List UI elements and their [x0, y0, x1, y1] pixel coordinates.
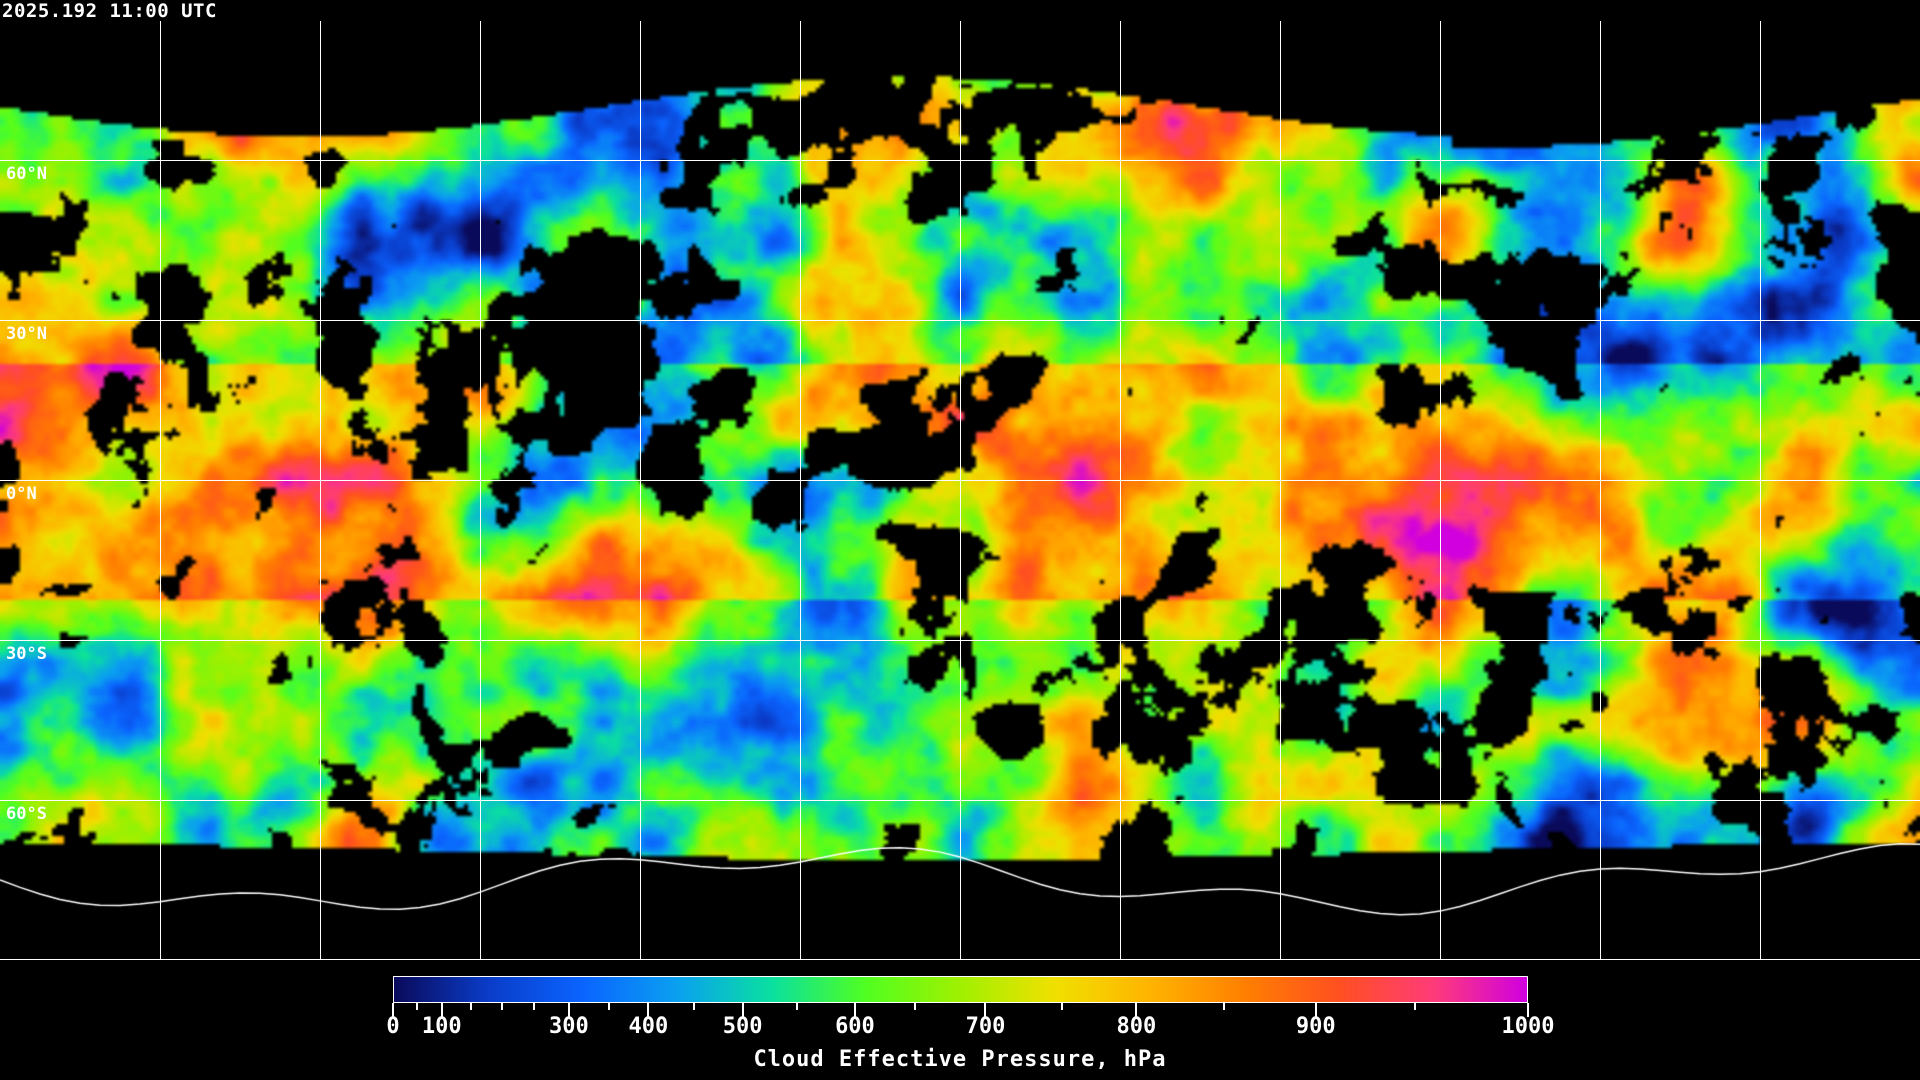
tick-label: 500: [722, 1014, 763, 1039]
minor-tick: [415, 1003, 418, 1010]
major-tick: [1314, 1003, 1317, 1017]
longitude-gridline: [1120, 21, 1121, 960]
longitude-gridline: [1600, 21, 1601, 960]
major-tick: [984, 1003, 987, 1017]
colorbar: [393, 976, 1528, 1003]
minor-tick: [914, 1003, 917, 1010]
longitude-gridline: [480, 21, 481, 960]
major-tick: [853, 1003, 856, 1017]
latitude-gridline: [0, 160, 1920, 161]
longitude-gridline: [640, 21, 641, 960]
major-tick: [1527, 1003, 1529, 1017]
minor-tick: [796, 1003, 799, 1010]
lat-label-30n: 30°N: [6, 324, 47, 344]
minor-tick: [692, 1003, 695, 1010]
lat-label-60s: 60°S: [6, 804, 47, 824]
longitude-gridline: [960, 21, 961, 960]
minor-tick: [1060, 1003, 1063, 1010]
major-tick: [647, 1003, 650, 1017]
minor-tick: [532, 1003, 535, 1010]
major-tick: [741, 1003, 744, 1017]
lat-label-30s: 30°S: [6, 644, 47, 664]
map-bottom-border: [0, 959, 1920, 960]
lat-label-0n: 0°N: [6, 484, 37, 504]
major-tick: [440, 1003, 443, 1017]
tick-label: 800: [1116, 1014, 1157, 1039]
colorbar-ticks: [392, 1003, 1529, 1017]
longitude-gridline: [1760, 21, 1761, 960]
lat-label-60n: 60°N: [6, 164, 47, 184]
longitude-gridline: [160, 21, 161, 960]
tick-label: 1000: [1501, 1014, 1555, 1039]
longitude-gridline: [320, 21, 321, 960]
tick-label: 600: [835, 1014, 875, 1039]
timestamp: 2025.192 11:00 UTC: [2, 0, 217, 22]
longitude-gridline: [1280, 21, 1281, 960]
minor-tick: [607, 1003, 610, 1010]
minor-tick: [1413, 1003, 1416, 1010]
latitude-gridline: [0, 320, 1920, 321]
tick-label: 0: [386, 1014, 400, 1039]
tick-label: 100: [421, 1014, 462, 1039]
major-tick: [1135, 1003, 1138, 1017]
longitude-gridline: [1440, 21, 1441, 960]
minor-tick: [500, 1003, 503, 1010]
tick-label: 300: [549, 1014, 589, 1039]
tick-label: 900: [1295, 1014, 1336, 1039]
longitude-gridline: [800, 21, 801, 960]
minor-tick: [470, 1003, 473, 1010]
latitude-gridline: [0, 800, 1920, 801]
tick-label: 700: [965, 1014, 1006, 1039]
colorbar-title: Cloud Effective Pressure, hPa: [753, 1047, 1167, 1072]
minor-tick: [1222, 1003, 1225, 1010]
major-tick: [567, 1003, 570, 1017]
major-tick: [392, 1003, 394, 1017]
latitude-gridline: [0, 480, 1920, 481]
tick-label: 400: [628, 1014, 669, 1039]
latitude-gridline: [0, 640, 1920, 641]
